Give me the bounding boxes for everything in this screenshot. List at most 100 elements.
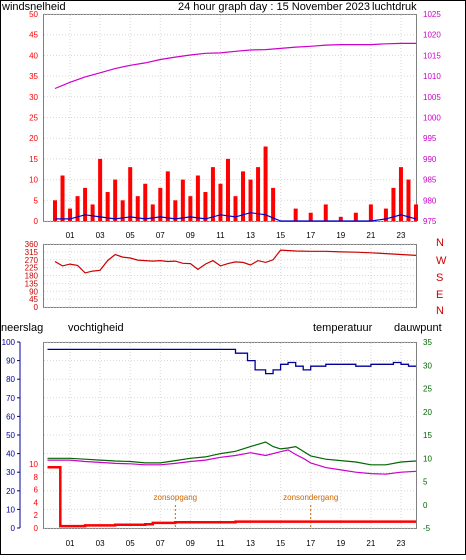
dewpoint-label: dauwpunt bbox=[394, 322, 442, 334]
humidity-tick-label: 0 bbox=[11, 524, 16, 533]
hour-tick-label: 11 bbox=[216, 539, 225, 548]
hour-tick-label: 15 bbox=[276, 539, 285, 548]
gust-series-line bbox=[55, 212, 417, 222]
compass-label: N bbox=[436, 305, 444, 317]
temperature-tick-label: 0 bbox=[423, 501, 428, 510]
humidity-tick-label: 30 bbox=[6, 468, 15, 477]
wind-tick-label: 35 bbox=[29, 72, 38, 81]
temperature-tick-label: 35 bbox=[423, 338, 432, 347]
temperature-tick-label: -5 bbox=[423, 524, 431, 533]
hour-tick-label: 21 bbox=[366, 539, 375, 548]
dewpoint-series-line bbox=[47, 449, 417, 475]
hour-tick-label: 05 bbox=[126, 539, 135, 548]
rain-tick-label: 2 bbox=[34, 511, 39, 520]
pressure-tick-label: 1025 bbox=[423, 10, 441, 19]
hour-tick-label: 09 bbox=[186, 231, 195, 240]
direction-tick-label: 0 bbox=[34, 303, 39, 312]
pressure-tick-label: 985 bbox=[423, 176, 437, 185]
hour-tick-label: 05 bbox=[126, 231, 135, 240]
pressure-tick-label: 990 bbox=[423, 155, 437, 164]
sunrise-label: zonsopgang bbox=[154, 493, 198, 502]
wind-tick-label: 5 bbox=[34, 196, 39, 205]
direction-tick-label: 135 bbox=[25, 279, 39, 288]
compass-label: S bbox=[436, 272, 443, 284]
direction-tick-label: 225 bbox=[25, 264, 39, 273]
rain-tick-label: 6 bbox=[34, 486, 39, 495]
humidity-series-line bbox=[47, 348, 416, 375]
hour-tick-label: 17 bbox=[306, 231, 315, 240]
hour-tick-label: 19 bbox=[336, 231, 345, 240]
direction-tick-label: 90 bbox=[29, 287, 38, 296]
temperature-tick-label: 20 bbox=[423, 408, 432, 417]
compass-label: N bbox=[436, 237, 444, 249]
rain-series-line bbox=[47, 465, 416, 528]
hour-tick-label: 11 bbox=[216, 231, 225, 240]
direction-tick-label: 180 bbox=[25, 272, 39, 281]
hour-tick-label: 09 bbox=[186, 539, 195, 548]
hour-tick-label: 01 bbox=[66, 231, 75, 240]
hour-tick-label: 23 bbox=[397, 539, 406, 548]
rain-tick-label: 10 bbox=[29, 460, 38, 469]
direction-tick-label: 270 bbox=[25, 256, 39, 265]
pressure-tick-label: 995 bbox=[423, 134, 437, 143]
temperature-tick-label: 10 bbox=[423, 454, 432, 463]
humidity-tick-label: 20 bbox=[6, 487, 15, 496]
rain-tick-label: 0 bbox=[34, 524, 39, 533]
rain-tick-label: 4 bbox=[34, 498, 39, 507]
hour-tick-label: 21 bbox=[366, 231, 375, 240]
temperature-tick-label: 15 bbox=[423, 431, 432, 440]
rain-label: neerslag bbox=[1, 322, 43, 334]
pressure-tick-label: 1000 bbox=[423, 114, 441, 123]
temperature-tick-label: 30 bbox=[423, 361, 432, 370]
wind-direction-series-line bbox=[54, 249, 417, 274]
compass-label: E bbox=[436, 289, 443, 301]
temperature-label: temperatuur bbox=[313, 322, 373, 334]
humidity-tick-label: 60 bbox=[6, 412, 15, 421]
rain-tick-label: 8 bbox=[34, 473, 39, 482]
wind-tick-label: 0 bbox=[34, 217, 39, 226]
humidity-tick-label: 100 bbox=[2, 338, 16, 347]
wind-tick-label: 10 bbox=[29, 176, 38, 185]
humidity-tick-label: 90 bbox=[6, 357, 15, 366]
pressure-tick-label: 980 bbox=[423, 196, 437, 205]
pressure-tick-label: 975 bbox=[423, 217, 437, 226]
direction-tick-label: 315 bbox=[25, 248, 39, 257]
wind-tick-label: 30 bbox=[29, 93, 38, 102]
hour-tick-label: 15 bbox=[276, 231, 285, 240]
wind-tick-label: 45 bbox=[29, 31, 38, 40]
hour-tick-label: 23 bbox=[397, 231, 406, 240]
humidity-tick-label: 40 bbox=[6, 450, 15, 459]
wind-tick-label: 20 bbox=[29, 134, 38, 143]
chart-title: 24 hour graph day : 15 November 2023 bbox=[178, 1, 370, 13]
pressure-tick-label: 1005 bbox=[423, 93, 441, 102]
compass-label: W bbox=[436, 255, 447, 267]
hour-tick-label: 17 bbox=[306, 539, 315, 548]
temperature-tick-label: 5 bbox=[423, 478, 428, 487]
humidity-tick-label: 80 bbox=[6, 375, 15, 384]
temperature-series-line bbox=[47, 441, 417, 466]
hour-tick-label: 03 bbox=[96, 231, 105, 240]
humidity-label: vochtigheid bbox=[68, 322, 124, 334]
pressure-tick-label: 1015 bbox=[423, 51, 441, 60]
sunset-label: zonsondergang bbox=[283, 493, 338, 502]
humidity-tick-label: 10 bbox=[6, 505, 15, 514]
temperature-tick-label: 25 bbox=[423, 385, 432, 394]
wind-speed-label: windsnelheid bbox=[1, 1, 66, 13]
wind-tick-label: 25 bbox=[29, 114, 38, 123]
hour-tick-label: 13 bbox=[246, 539, 255, 548]
direction-tick-label: 45 bbox=[29, 295, 38, 304]
hour-tick-label: 01 bbox=[66, 539, 75, 548]
direction-tick-label: 360 bbox=[25, 240, 39, 249]
wind-tick-label: 15 bbox=[29, 155, 38, 164]
hour-tick-label: 07 bbox=[156, 231, 165, 240]
pressure-label: luchtdruk bbox=[372, 1, 417, 13]
humidity-tick-label: 70 bbox=[6, 394, 15, 403]
wind-tick-label: 50 bbox=[29, 10, 38, 19]
hour-tick-label: 03 bbox=[96, 539, 105, 548]
wind-tick-label: 40 bbox=[29, 51, 38, 60]
